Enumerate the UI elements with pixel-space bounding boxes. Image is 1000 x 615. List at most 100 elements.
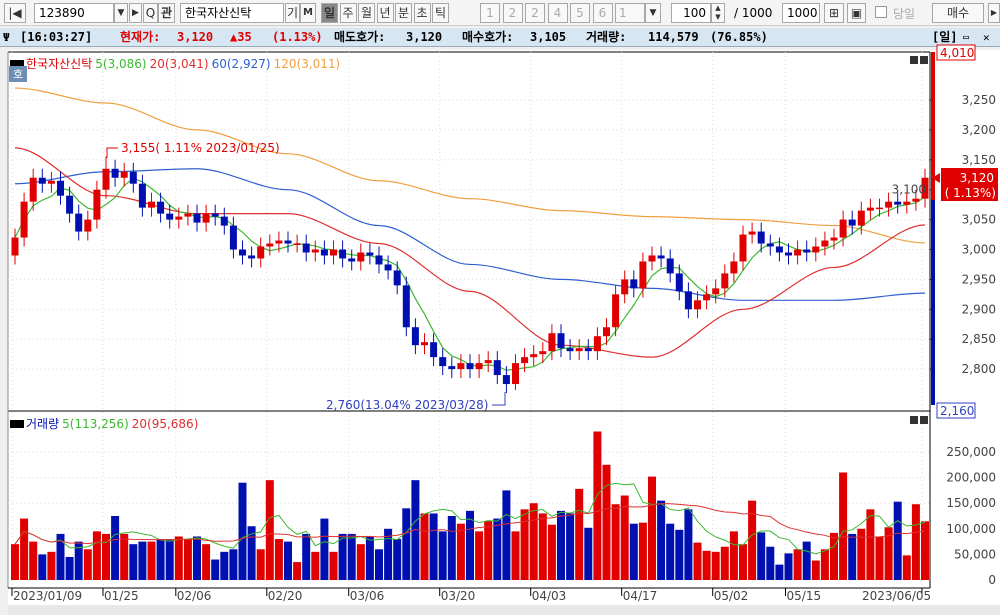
candle-body (29, 177, 37, 202)
candle-body (502, 375, 510, 385)
volume-bar (520, 509, 529, 580)
volume-bar (811, 560, 820, 580)
candle-body (739, 234, 747, 262)
volume-legend-handle-icon[interactable] (10, 420, 24, 428)
date-tick-label: 2023/01/09 (13, 589, 82, 603)
volume-bar (284, 541, 292, 580)
candle-body (320, 249, 328, 256)
count-input[interactable]: 100 (671, 3, 711, 23)
candle-body (730, 261, 738, 274)
today-checkbox[interactable] (875, 6, 887, 18)
volume-bar (702, 550, 711, 580)
volume-bar (220, 551, 229, 580)
candle-body (657, 255, 665, 259)
volume-minimize-icon[interactable] (910, 416, 918, 424)
period-tab[interactable]: 틱 (432, 3, 449, 23)
candle-body (439, 357, 447, 367)
total-input[interactable]: 1000 (782, 3, 820, 23)
volume-bar (229, 549, 238, 580)
period-tab[interactable]: 분 (395, 3, 412, 23)
candle-body (830, 237, 838, 241)
horizontal-scrollbar[interactable] (8, 605, 1000, 615)
candle-body (521, 357, 529, 364)
m-button[interactable]: M (300, 3, 316, 23)
num-dropdown-icon[interactable]: ▼ (645, 3, 661, 23)
volume-bar (38, 554, 47, 580)
number-button[interactable]: 2 (525, 3, 545, 23)
ask-price: 3,120 (406, 30, 443, 44)
close-icon[interactable]: ✕ (983, 31, 990, 44)
num-select[interactable]: 1 (615, 3, 645, 23)
volume-bar (29, 541, 38, 580)
period-tab[interactable]: 주 (339, 3, 357, 23)
candle-body (757, 231, 765, 244)
volume-bar (83, 549, 92, 580)
candle-body (302, 243, 310, 253)
number-button[interactable]: 5 (570, 3, 590, 23)
volume-bar (921, 521, 929, 580)
volume-bar (538, 513, 547, 580)
number-button[interactable]: 2 (502, 3, 523, 23)
save-icon[interactable]: ▣ (847, 3, 866, 23)
candle-body (175, 216, 183, 220)
legend-handle-icon[interactable] (10, 60, 24, 68)
gi-button[interactable]: 기 (285, 3, 300, 23)
count-stepper[interactable]: ▲ ▼ (711, 3, 725, 23)
number-button[interactable]: 1 (480, 3, 500, 23)
price-tick-label: 2,900 (962, 302, 996, 316)
search-button[interactable]: Q (143, 3, 158, 23)
code-dropdown-icon[interactable]: ▼ (114, 3, 128, 23)
candle-body (293, 243, 301, 246)
number-button[interactable]: 4 (547, 3, 568, 23)
candle-body (239, 249, 246, 256)
volume-bar (74, 541, 83, 580)
volume-bar (293, 562, 302, 580)
quote-side-tab[interactable]: 호 (9, 66, 27, 82)
candle-body (148, 201, 155, 208)
pane-minimize-icon[interactable] (910, 56, 918, 64)
volume-ma5-line (14, 482, 926, 555)
first-icon[interactable]: |◀ (4, 3, 26, 23)
volume-bar (393, 539, 402, 580)
volume-bar (729, 531, 738, 580)
volume-bar (65, 556, 74, 580)
date-tick-label: 05/15 (787, 589, 822, 603)
volume-legend: 거래량 5(113,256) 20(95,686) (10, 415, 201, 432)
candle-body (821, 240, 829, 247)
volume-bar (902, 555, 911, 580)
legend-stock: 한국자산신탁 (26, 57, 93, 71)
name-field[interactable]: 한국자산신탁 (180, 3, 284, 23)
volume-bar (638, 522, 647, 580)
volume-bar (256, 549, 265, 580)
ma120-line (14, 87, 926, 244)
candle-body (603, 327, 610, 337)
volume-label: 거래량: (586, 30, 627, 44)
candle-body (166, 213, 174, 220)
maximize-icon[interactable]: ▭ (963, 32, 970, 43)
period-tab[interactable]: 일 (321, 3, 338, 23)
watch-button[interactable]: 관 (158, 3, 175, 23)
candle-body (157, 201, 165, 214)
pane-close-icon[interactable] (920, 56, 928, 64)
volume-bar (11, 544, 19, 580)
code-input[interactable]: 123890 (34, 3, 114, 23)
period-tab[interactable]: 초 (413, 3, 431, 23)
period-tab[interactable]: 월 (358, 3, 375, 23)
candle-body (47, 180, 55, 184)
next-icon[interactable]: ▶ (129, 3, 142, 23)
volume-close-icon[interactable] (920, 416, 928, 424)
volume-bar (575, 488, 584, 580)
price-tick-label: 3,050 (962, 213, 996, 227)
wrench-icon[interactable]: Ψ (3, 31, 10, 44)
add-chart-icon[interactable]: ⊞ (824, 3, 844, 23)
buy-button[interactable]: 매수 (932, 3, 984, 23)
current-price: 3,120 (177, 30, 214, 44)
candle-body (894, 201, 902, 205)
axis-range-up (931, 52, 935, 200)
current-label: 현재가: (120, 30, 161, 44)
volume-bar (438, 531, 447, 580)
candle-body (284, 240, 292, 244)
number-button[interactable]: 6 (592, 3, 613, 23)
period-tab[interactable]: 년 (376, 3, 394, 23)
